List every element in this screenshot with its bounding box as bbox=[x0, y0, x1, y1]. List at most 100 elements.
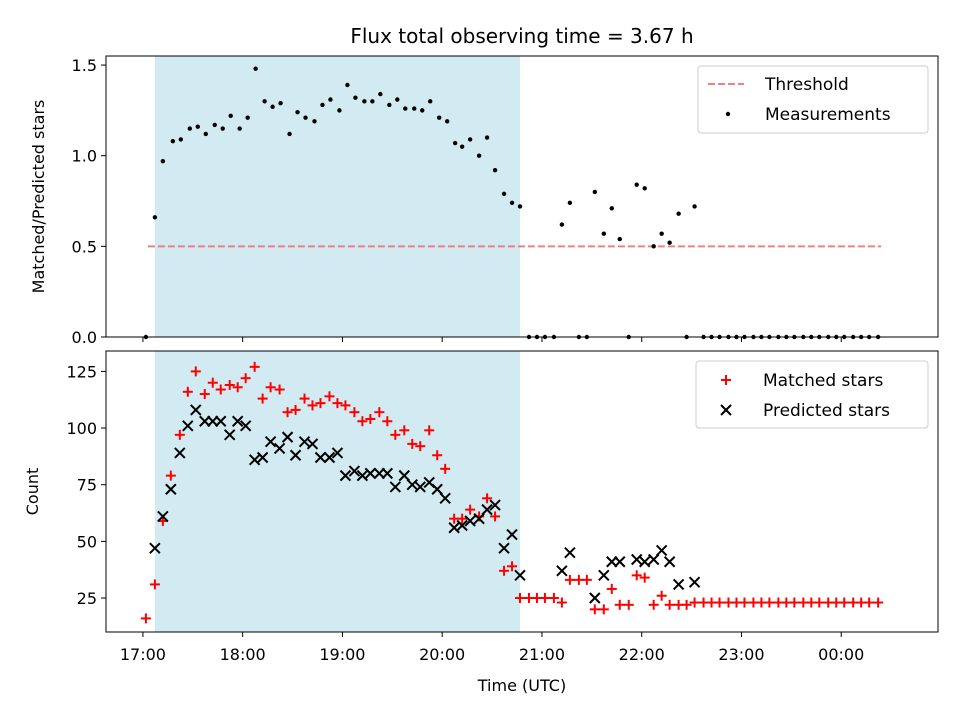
predicted-star-point bbox=[174, 447, 186, 459]
measurement-point bbox=[436, 115, 442, 120]
top-shaded-span bbox=[154, 56, 521, 337]
predicted-star-point bbox=[614, 556, 626, 568]
bottom-x-ticks: 17:00 18:00 19:00 20:00 21:00 22:00 23:00 00:00 bbox=[120, 632, 864, 664]
predicted-star-point-b bbox=[281, 431, 294, 443]
predicted-star-point bbox=[298, 435, 311, 448]
predicted-star-point bbox=[231, 415, 244, 427]
bottom-x-tick-label: 23:00 bbox=[718, 645, 764, 664]
matched-star-point bbox=[598, 604, 609, 615]
matched-star-point bbox=[564, 574, 575, 585]
predicted-star-point-b bbox=[215, 415, 227, 427]
measurement-point bbox=[492, 168, 498, 173]
matched-star-point bbox=[415, 441, 426, 452]
matched-star-point bbox=[764, 597, 775, 608]
predicted-star-point bbox=[398, 469, 410, 482]
matched-star-point bbox=[324, 391, 335, 402]
measurement-point bbox=[295, 110, 300, 115]
measurement-point bbox=[337, 108, 342, 113]
predicted-star-point bbox=[157, 510, 169, 523]
predicted-star-point-b bbox=[157, 510, 169, 523]
predicted-star-point bbox=[489, 499, 501, 511]
measurement-point bbox=[501, 191, 507, 196]
measurement-point bbox=[395, 97, 400, 102]
predicted-star-point bbox=[481, 503, 493, 516]
predicted-star-point-b bbox=[423, 476, 435, 489]
matched-star-point bbox=[190, 366, 201, 377]
matched-star-point bbox=[174, 429, 185, 440]
chart-title: Flux total observing time = 3.67 h bbox=[350, 24, 693, 48]
predicted-star-point-b bbox=[464, 515, 476, 527]
measurement-point bbox=[362, 99, 367, 104]
legend-matched-swatch bbox=[721, 375, 731, 385]
predicted-star-point-b bbox=[174, 447, 186, 459]
measurement-point bbox=[353, 95, 358, 100]
predicted-star-point bbox=[273, 442, 286, 455]
predicted-star-point bbox=[556, 565, 568, 577]
predicted-star-point bbox=[264, 435, 277, 448]
predicted-star-point bbox=[663, 556, 676, 568]
predicted-star-point-b bbox=[638, 556, 651, 568]
predicted-star-point bbox=[256, 451, 269, 464]
legend-predicted-swatch bbox=[720, 404, 732, 416]
matched-star-point bbox=[224, 379, 235, 390]
measurement-point bbox=[428, 99, 433, 104]
predicted-star-point-b bbox=[182, 420, 194, 432]
measurement-point bbox=[452, 140, 458, 146]
matched-star-point bbox=[499, 565, 510, 576]
matched-star-point bbox=[681, 599, 692, 610]
predicted-star-point-b bbox=[348, 465, 361, 477]
predicted-star-point bbox=[672, 578, 685, 591]
matched-star-point bbox=[631, 570, 642, 581]
matched-star-point bbox=[789, 597, 800, 608]
predicted-star-point-b bbox=[331, 447, 344, 459]
matched-star-point bbox=[182, 386, 193, 397]
predicted-star-point-b bbox=[264, 435, 277, 448]
predicted-star-point-b bbox=[647, 553, 660, 566]
predicted-star-point bbox=[598, 569, 610, 582]
predicted-star-point-b bbox=[688, 576, 701, 588]
measurement-point bbox=[601, 231, 607, 236]
predicted-star-point bbox=[389, 481, 402, 493]
bottom-y-ticks: 25 50 75 100 125 bbox=[66, 362, 106, 608]
predicted-star-point bbox=[281, 431, 294, 443]
predicted-star-point-b bbox=[489, 499, 501, 511]
predicted-star-point-b bbox=[356, 469, 369, 482]
measurement-point bbox=[320, 102, 325, 108]
measurement-point bbox=[387, 102, 392, 108]
matched-star-point bbox=[465, 504, 476, 515]
matched-star-point bbox=[349, 407, 360, 418]
matched-star-point bbox=[639, 572, 650, 583]
predicted-star-point-b bbox=[498, 542, 510, 554]
predicted-star-point-b bbox=[314, 451, 327, 464]
matched-star-point bbox=[290, 404, 301, 415]
bottom-plot-marks bbox=[140, 361, 884, 624]
predicted-star-point-b bbox=[406, 478, 418, 491]
measurement-point bbox=[187, 126, 192, 131]
matched-star-point bbox=[299, 393, 310, 404]
predicted-star-point-b bbox=[256, 451, 269, 464]
measurement-point bbox=[676, 211, 681, 216]
matched-star-point bbox=[407, 438, 418, 449]
predicted-star-point bbox=[589, 592, 601, 604]
measurement-point bbox=[659, 231, 664, 236]
measurement-point bbox=[312, 119, 317, 124]
matched-star-point bbox=[648, 599, 659, 610]
bottom-x-tick-label: 19:00 bbox=[319, 645, 365, 664]
predicted-star-point-b bbox=[239, 420, 252, 432]
measurement-point bbox=[634, 182, 639, 187]
predicted-star-point-b bbox=[514, 569, 526, 582]
predicted-star-point-b bbox=[389, 481, 402, 493]
predicted-star-point bbox=[406, 478, 418, 491]
predicted-star-point bbox=[190, 404, 202, 416]
predicted-star-point-b bbox=[190, 404, 202, 416]
predicted-star-point-b bbox=[289, 449, 302, 461]
bottom-y-tick-label: 50 bbox=[77, 532, 97, 551]
predicted-star-point-b bbox=[381, 467, 394, 480]
measurement-point bbox=[278, 100, 283, 106]
matched-star-point bbox=[457, 513, 468, 524]
matched-star-point bbox=[873, 597, 884, 608]
predicted-star-point-b bbox=[564, 546, 576, 559]
predicted-star-point bbox=[223, 429, 236, 441]
predicted-star-point bbox=[638, 556, 651, 568]
measurement-point bbox=[270, 104, 275, 109]
